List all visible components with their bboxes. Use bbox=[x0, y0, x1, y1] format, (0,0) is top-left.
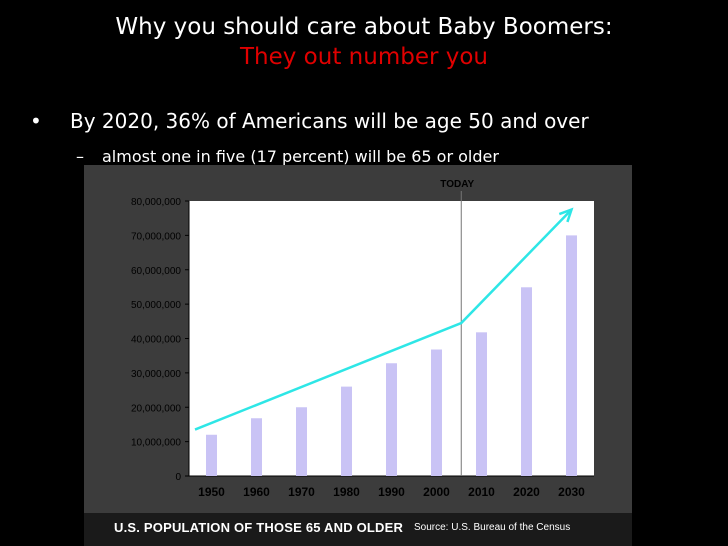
trend-arrowhead bbox=[558, 207, 574, 223]
caption-bar: U.S. POPULATION OF THOSE 65 AND OLDER So… bbox=[84, 513, 632, 546]
y-tick-label: 70,000,000 bbox=[131, 231, 181, 242]
x-tick-label: 1960 bbox=[243, 485, 270, 499]
title-line-2: They out number you bbox=[239, 44, 488, 70]
x-tick-label: 1990 bbox=[378, 485, 405, 499]
x-tick-label: 1950 bbox=[198, 485, 225, 499]
title-line-1: Why you should care about Baby Boomers: bbox=[115, 14, 613, 40]
x-tick-label: 2030 bbox=[558, 485, 585, 499]
y-tick-label: 50,000,000 bbox=[131, 300, 181, 311]
y-tick-label: 30,000,000 bbox=[131, 369, 181, 380]
chart-source: Source: U.S. Bureau of the Census bbox=[414, 522, 571, 533]
today-marker-label: TODAY bbox=[440, 179, 474, 190]
x-tick-label: 2020 bbox=[513, 485, 540, 499]
bullet-item: • By 2020, 36% of Americans will be age 5… bbox=[30, 107, 589, 135]
y-tick-label: 20,000,000 bbox=[131, 403, 181, 414]
trend-line bbox=[194, 208, 573, 431]
y-tick-label: 60,000,000 bbox=[131, 266, 181, 277]
bar bbox=[566, 235, 577, 476]
population-chart: 0 10,000,000 20,000,000 30,000,000 40,000,00… bbox=[131, 179, 594, 499]
y-tick-label: 80,000,000 bbox=[131, 197, 181, 208]
bar bbox=[521, 287, 532, 476]
sub-bullet-marker: – bbox=[76, 147, 84, 166]
x-tick-label: 2000 bbox=[423, 485, 450, 499]
y-tick-label: 40,000,000 bbox=[131, 335, 181, 346]
chart-figure: 0 10,000,000 20,000,000 30,000,000 40,000,00… bbox=[84, 165, 632, 513]
y-tick-label: 0 bbox=[175, 472, 181, 483]
bar bbox=[431, 349, 442, 476]
y-tick-label: 10,000,000 bbox=[131, 438, 181, 449]
x-tick-label: 1970 bbox=[288, 485, 315, 499]
sub-bullet-text: almost one in five (17 percent) will be … bbox=[102, 147, 499, 166]
chart-caption: U.S. POPULATION OF THOSE 65 AND OLDER bbox=[114, 520, 404, 535]
bar bbox=[206, 434, 217, 476]
x-tick-label: 2010 bbox=[468, 485, 495, 499]
sub-bullet-item: – almost one in five (17 percent) will be… bbox=[76, 146, 499, 168]
bar bbox=[386, 363, 397, 476]
slide-title: Why you should care about Baby Boomers: … bbox=[0, 12, 728, 72]
bar bbox=[341, 386, 352, 476]
x-tick-label: 1980 bbox=[333, 485, 360, 499]
bar bbox=[251, 418, 262, 476]
bullet-text: By 2020, 36% of Americans will be age 50… bbox=[70, 109, 589, 133]
bullet-marker: • bbox=[30, 109, 42, 133]
bar bbox=[296, 407, 307, 476]
bar bbox=[476, 332, 487, 476]
